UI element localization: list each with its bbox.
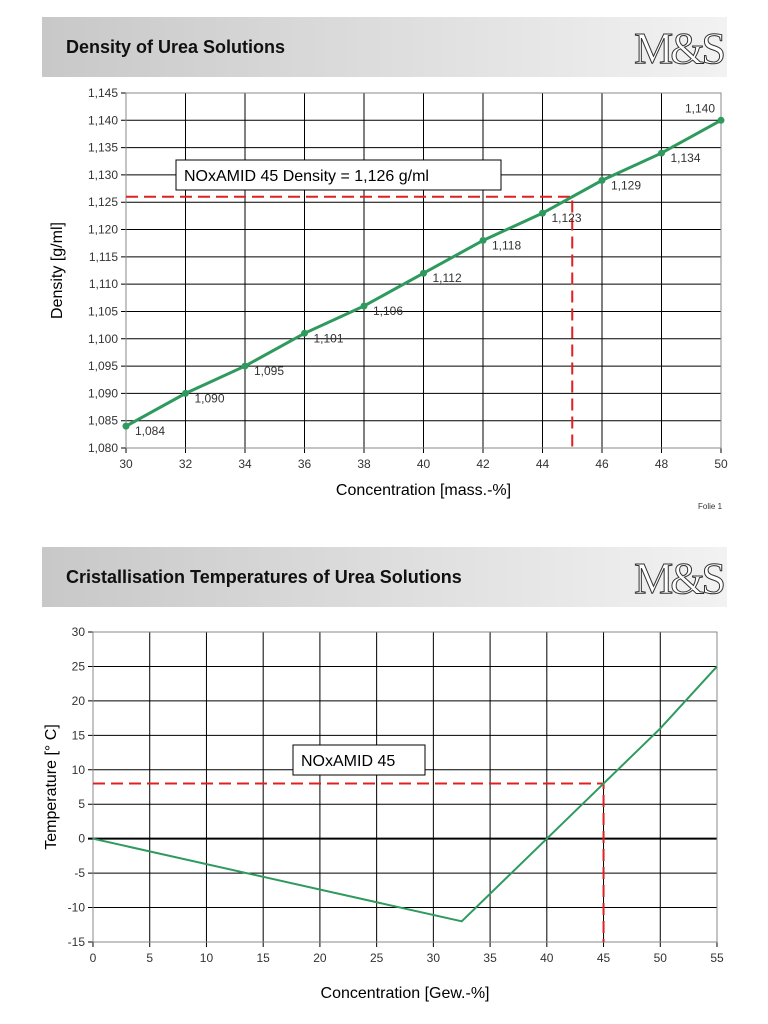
data-point [301, 329, 308, 337]
x-tick-label: 50 [654, 951, 668, 965]
y-tick-label: -10 [68, 901, 86, 915]
y-tick-label: 1,140 [88, 113, 118, 127]
data-label: 1,112 [433, 271, 462, 285]
data-point [717, 116, 725, 124]
data-label: 1,101 [314, 331, 344, 345]
y-tick-label: 1,120 [88, 223, 118, 237]
x-tick-label: 35 [483, 951, 497, 965]
plot-area [125, 92, 722, 449]
data-point [539, 209, 546, 217]
y-tick-label: 1,080 [88, 441, 118, 455]
data-point [182, 389, 189, 397]
x-tick-label: 48 [655, 457, 669, 471]
title: Density of Urea Solutions [66, 37, 286, 57]
data-point [598, 176, 606, 184]
y-tick-label: 1,145 [88, 86, 118, 100]
x-tick-label: 32 [179, 457, 193, 471]
y-tick-label: 30 [72, 625, 86, 639]
data-label: 1,095 [254, 364, 284, 378]
x-tick-label: 36 [298, 457, 312, 471]
x-tick-label: 34 [238, 457, 252, 471]
marker-line [126, 195, 574, 448]
data-point [360, 302, 368, 310]
x-tick-label: 15 [257, 951, 271, 965]
logo: M&S [634, 24, 727, 74]
annotation-text: NOxAMID 45 Density = 1,126 g/ml [184, 168, 429, 185]
y-tick-label: 1,135 [88, 141, 118, 155]
data-label: 1,090 [195, 391, 225, 405]
x-tick-label: 20 [313, 951, 327, 965]
x-tick-label: 46 [595, 457, 609, 471]
x-tick-label: 55 [710, 951, 724, 965]
y-tick-label: 1,090 [88, 386, 118, 400]
x-tick-label: 45 [597, 951, 611, 965]
y-tick-label: 5 [78, 797, 85, 811]
y-tick-label: 10 [72, 763, 86, 777]
x-tick-label: 0 [90, 951, 97, 965]
y-tick-label: 1,085 [88, 414, 118, 428]
y-tick-label: 1,130 [88, 168, 118, 182]
y-tick-label: 1,115 [89, 250, 118, 264]
data-label: 1,084 [135, 424, 165, 438]
y-axis-label: Temperature [° C] [43, 724, 60, 850]
x-axis-label: Concentration [mass.-%] [336, 482, 511, 499]
x-tick-label: 5 [146, 951, 153, 965]
x-tick-label: 40 [540, 951, 554, 965]
data-label: 1,123 [552, 211, 582, 225]
x-tick-label: 44 [536, 457, 550, 471]
data-point [241, 362, 249, 370]
y-tick-label: 20 [72, 694, 86, 708]
y-tick-label: 1,100 [88, 332, 118, 346]
y-tick-label: -15 [68, 935, 86, 949]
data-label: 1,118 [492, 238, 521, 252]
data-point [479, 236, 487, 244]
annotation-box [292, 744, 426, 776]
y-tick-label: 25 [72, 659, 86, 673]
y-tick-label: -5 [74, 866, 85, 880]
y-tick-label: 15 [72, 728, 86, 742]
data-label: 1,134 [671, 151, 701, 165]
data-label: 1,106 [373, 304, 403, 318]
data-point [420, 269, 427, 277]
x-tick-label: 40 [417, 457, 431, 471]
data-label: 1,129 [611, 178, 641, 192]
x-tick-label: 25 [370, 951, 384, 965]
y-tick-label: 1,105 [88, 304, 118, 318]
data-point [658, 149, 665, 157]
series-line [92, 665, 718, 923]
y-axis-label: Density [g/ml] [49, 222, 66, 319]
marker-line [93, 782, 605, 942]
x-tick-label: 10 [200, 951, 214, 965]
x-tick-label: 30 [427, 951, 441, 965]
x-tick-label: 30 [119, 457, 133, 471]
header-cristallisation: Cristallisation Temperatures of Urea Sol… [42, 547, 727, 607]
slide-label: Folie 1 [698, 502, 723, 511]
x-tick-label: 42 [476, 457, 490, 471]
logo: M&S [634, 554, 727, 604]
y-tick-label: 1,095 [88, 359, 118, 373]
y-tick-label: 0 [78, 832, 85, 846]
title: Cristallisation Temperatures of Urea Sol… [66, 567, 462, 587]
y-tick-label: 1,125 [88, 195, 118, 209]
header-density: Density of Urea Solutions M&S [42, 17, 727, 77]
data-point [122, 422, 130, 430]
y-tick-label: 1,110 [89, 277, 118, 291]
x-tick-label: 38 [357, 457, 371, 471]
plot-area [92, 631, 718, 943]
x-axis-label: Concentration [Gew.-%] [321, 985, 490, 1002]
data-label: 1,140 [685, 101, 715, 115]
x-tick-label: 50 [714, 457, 728, 471]
annotation-text: NOxAMID 45 [301, 753, 395, 770]
annotation-box [175, 159, 502, 191]
